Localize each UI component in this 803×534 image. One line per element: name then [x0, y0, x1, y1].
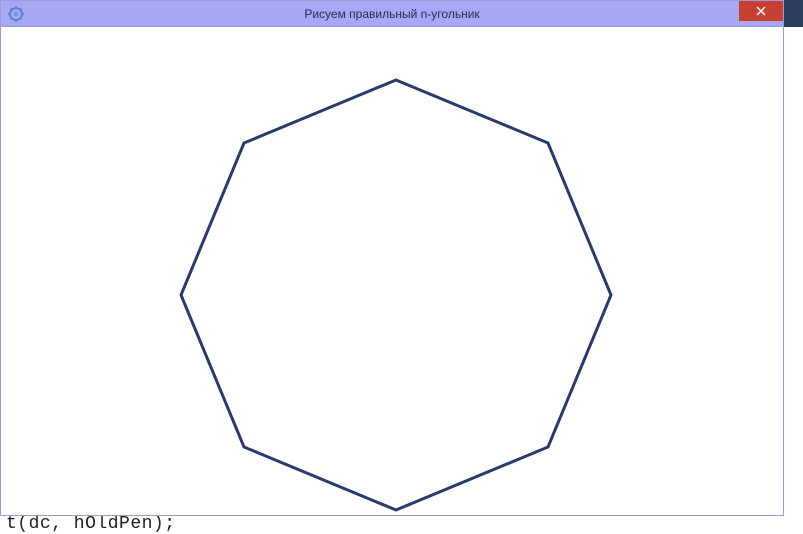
close-button[interactable]: [739, 1, 783, 21]
close-icon: [756, 6, 766, 16]
background-strip: [784, 0, 803, 27]
titlebar[interactable]: Рисуем правильный n-угольник: [1, 1, 783, 27]
window-title: Рисуем правильный n-угольник: [304, 7, 479, 21]
regular-octagon: [181, 80, 611, 510]
app-window: Рисуем правильный n-угольник: [0, 0, 784, 516]
polygon-canvas: [1, 27, 785, 517]
app-icon: [7, 5, 25, 23]
canvas-area: [1, 27, 783, 515]
code-fragment: t(dc, hOldPen);: [0, 514, 176, 534]
